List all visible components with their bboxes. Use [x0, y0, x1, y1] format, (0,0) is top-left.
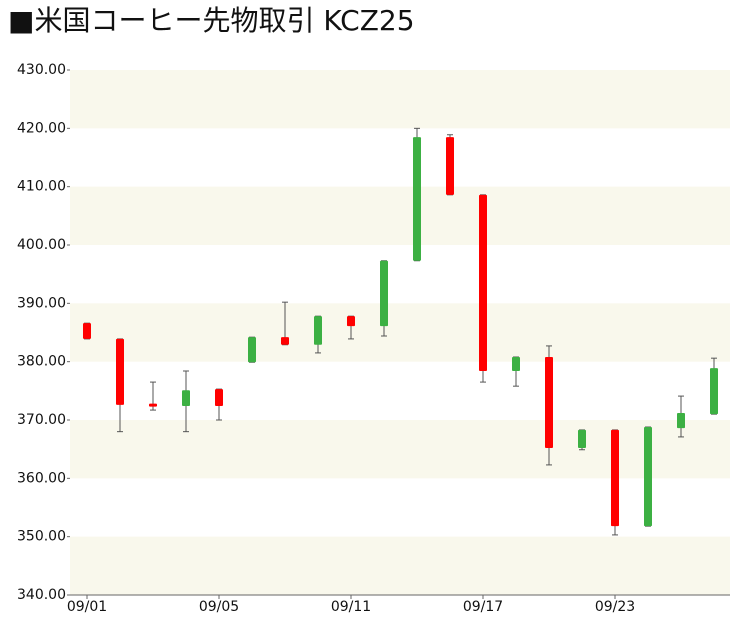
candle-body	[446, 137, 454, 195]
candle-body	[83, 323, 91, 339]
y-tick-label: 400.00	[17, 237, 66, 253]
candle-body	[644, 427, 652, 527]
candle-body	[182, 390, 190, 406]
candle-body	[479, 194, 487, 371]
candle-body	[116, 338, 124, 405]
x-tick-label: 09/01	[67, 599, 107, 615]
x-tick-label: 09/11	[331, 599, 371, 615]
y-tick-label: 360.00	[17, 470, 66, 486]
y-tick-label: 370.00	[17, 412, 66, 428]
band	[70, 70, 730, 129]
y-tick-label: 430.00	[17, 62, 66, 78]
candle-body	[149, 403, 157, 407]
candle-body	[545, 357, 553, 448]
chart-title: ■米国コーヒー先物取引 KCZ25	[8, 4, 415, 37]
candle-body	[710, 368, 718, 415]
y-tick-label: 410.00	[17, 179, 66, 195]
candle-body	[512, 357, 520, 371]
y-tick-label: 350.00	[17, 529, 66, 545]
candle-body	[314, 316, 322, 345]
band	[70, 186, 730, 245]
candle-body	[215, 389, 223, 406]
candle-body	[413, 137, 421, 261]
band	[70, 420, 730, 479]
candle-body	[380, 260, 388, 327]
band	[70, 303, 730, 362]
y-tick-label: 390.00	[17, 295, 66, 311]
y-tick-label: 420.00	[17, 120, 66, 136]
y-tick-label: 380.00	[17, 354, 66, 370]
candle-body	[611, 429, 619, 527]
y-tick-label: 340.00	[17, 587, 66, 603]
candle-body	[248, 337, 256, 363]
candle-body	[347, 316, 355, 327]
x-tick-label: 09/05	[199, 599, 239, 615]
x-tick-label: 09/23	[595, 599, 635, 615]
candle-body	[677, 413, 685, 429]
band	[70, 536, 730, 595]
candle-body	[281, 337, 289, 345]
candle-body	[578, 429, 586, 448]
x-tick-label: 09/17	[463, 599, 503, 615]
